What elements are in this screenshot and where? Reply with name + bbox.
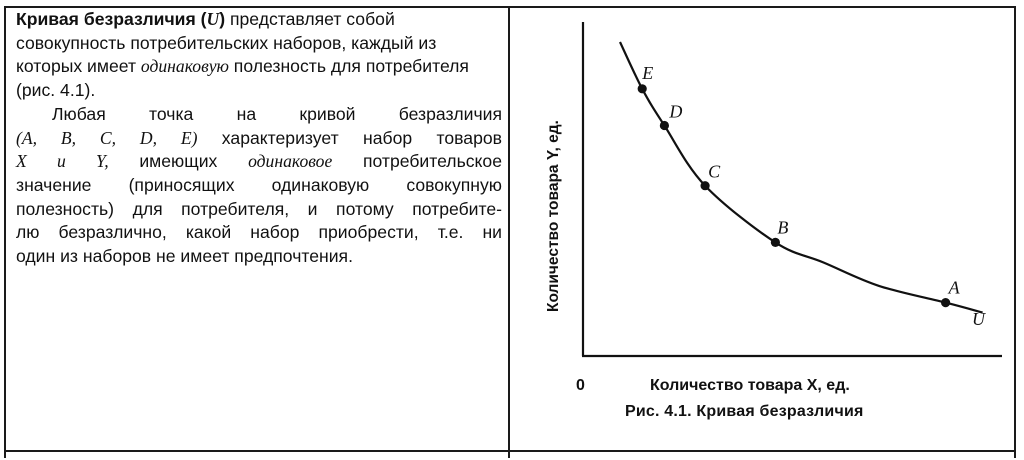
term-label-end: ): [219, 9, 226, 29]
figure-caption: Рис. 4.1. Кривая безразличия: [625, 403, 864, 420]
explanation-line-3-end: потребительское: [332, 151, 502, 172]
curve-point-b: [770, 237, 780, 247]
explanation-emphasis: одинаковое: [248, 151, 333, 172]
explanation-paragraph: Любая точка на кривой безразличия (A, B,…: [16, 103, 502, 269]
goods-xy: X и Y,: [16, 151, 109, 172]
definition-text-cell: Кривая безразличия (U) представляет собо…: [16, 8, 502, 269]
table-column-divider: [508, 6, 510, 458]
definition-emphasis: одинаковую: [140, 56, 229, 77]
explanation-line-2-text: характеризует набор товаров: [197, 127, 502, 148]
explanation-line-1: Любая точка на кривой безразличия: [52, 103, 502, 124]
term-symbol: U: [206, 9, 220, 29]
point-label-e: E: [641, 63, 653, 83]
explanation-line-5: полезность) для потребителя, и потому по…: [16, 198, 502, 219]
table-frame: [4, 6, 1016, 458]
indifference-curve-chart: Количество товара Y, ед. 0 Количество то…: [545, 22, 1002, 394]
definition-text-b: полезность для потребителя (рис. 4.1).: [16, 56, 469, 101]
definition-text-a: представляет собой совокупность потребит…: [16, 9, 437, 77]
definition-paragraph: Кривая безразличия (U) представляет собо…: [16, 8, 502, 103]
explanation-line-3: X и Y, имеющих одинаковое потребительско…: [16, 150, 502, 174]
explanation-line-3-text: имеющих: [108, 151, 249, 172]
curve-point-e: [637, 84, 647, 94]
curve-points: ED C B A: [637, 63, 961, 308]
explanation-line-2: (A, B, C, D, E) характеризует набор това…: [16, 127, 502, 151]
points-list: (A, B, C, D, E): [16, 127, 198, 148]
point-label-d: D: [668, 102, 682, 122]
table-row-divider: [4, 450, 1016, 452]
curve-point-c: [700, 181, 710, 191]
term-label: Кривая безразличия (: [16, 9, 207, 29]
indifference-curve-line: [619, 41, 983, 314]
explanation-line-7: один из наборов не имеет предпочтения.: [16, 246, 353, 267]
table-border-top: [4, 6, 1016, 8]
origin-label: 0: [576, 377, 585, 394]
y-axis-label: Количество товара Y, ед.: [545, 120, 562, 312]
table-border-left: [4, 6, 6, 458]
explanation-line-4: значение (приносящих одинаковую совокупн…: [16, 174, 502, 195]
table-border-right: [1014, 6, 1016, 458]
point-label-a: A: [948, 278, 961, 298]
figure-cell: Количество товара Y, ед. 0 Количество то…: [516, 0, 1016, 440]
point-label-c: C: [708, 162, 721, 182]
explanation-line-6: лю безразлично, какой набор приобрести, …: [16, 222, 502, 243]
curve-point-d: [659, 120, 669, 131]
curve-label: U: [972, 309, 986, 329]
curve-point-a: [941, 298, 951, 308]
x-axis-label: Количество товара X, ед.: [650, 377, 850, 394]
point-label-b: B: [777, 217, 788, 237]
